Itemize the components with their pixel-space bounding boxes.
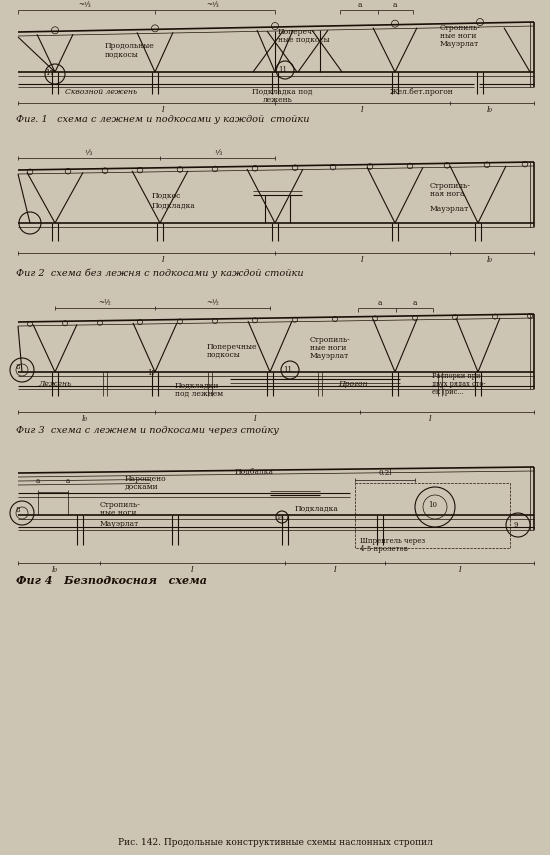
Text: 4-5 пролетов: 4-5 пролетов: [360, 545, 408, 553]
Text: 8: 8: [16, 363, 20, 371]
Text: Нарощено: Нарощено: [125, 475, 167, 483]
Text: Стропиль-: Стропиль-: [310, 336, 351, 344]
Text: Подкладка под: Подкладка под: [252, 88, 312, 96]
Text: Стропиль-: Стропиль-: [440, 24, 481, 32]
Text: Фиг 4   Безподкосная   схема: Фиг 4 Безподкосная схема: [16, 575, 207, 586]
Text: l₀: l₀: [52, 566, 58, 574]
Text: 17: 17: [46, 69, 54, 77]
Text: Подкладка: Подкладка: [295, 505, 339, 513]
Text: ная нога: ная нога: [430, 190, 465, 198]
Text: Мауэрлат: Мауэрлат: [440, 40, 479, 48]
Text: l: l: [361, 106, 364, 114]
Text: подкосы: подкосы: [105, 51, 139, 59]
Text: l: l: [334, 566, 336, 574]
Text: Фиг. 1   схема с лежнем и подкосами у каждой  стойки: Фиг. 1 схема с лежнем и подкосами у кажд…: [16, 115, 310, 124]
Text: ⅓: ⅓: [214, 149, 222, 157]
Text: Стропиль-: Стропиль-: [100, 501, 141, 509]
Text: Мауэрлат: Мауэрлат: [310, 352, 349, 360]
Text: Мауэрлат: Мауэрлат: [100, 520, 139, 528]
Text: l: l: [162, 256, 164, 264]
Text: l₀: l₀: [82, 415, 88, 423]
Text: под лежнем: под лежнем: [175, 390, 223, 398]
Text: 14: 14: [276, 515, 284, 520]
Text: ~½: ~½: [98, 299, 111, 307]
Text: Прогон: Прогон: [338, 380, 367, 388]
Text: Подкос: Подкос: [152, 192, 182, 200]
Text: l₀: l₀: [487, 256, 493, 264]
Text: 11: 11: [278, 66, 288, 74]
Text: a: a: [66, 477, 70, 485]
Text: Подбалка: Подбалка: [235, 468, 274, 476]
Text: 11: 11: [283, 366, 293, 374]
Text: Шпренгель через: Шпренгель через: [360, 537, 425, 545]
Text: ~⅓: ~⅓: [207, 1, 219, 9]
Text: 9: 9: [514, 521, 518, 529]
Text: досками: досками: [125, 483, 158, 491]
Text: ные подкосы: ные подкосы: [278, 36, 329, 44]
Text: 17: 17: [147, 369, 157, 377]
Text: ные ноги: ные ноги: [310, 344, 346, 352]
Text: l: l: [162, 106, 164, 114]
Text: l: l: [361, 256, 364, 264]
Text: l: l: [191, 566, 193, 574]
Text: ные ноги: ные ноги: [100, 509, 136, 517]
Text: Рис. 142. Продольные конструктивные схемы наслонных стропил: Рис. 142. Продольные конструктивные схем…: [118, 838, 432, 847]
Text: двух рядах сто-: двух рядах сто-: [432, 380, 486, 388]
Text: Фиг 3  схема с лежнем и подкосами через стойку: Фиг 3 схема с лежнем и подкосами через с…: [16, 426, 279, 435]
Text: l: l: [428, 415, 431, 423]
Text: Поперечные: Поперечные: [207, 343, 257, 351]
Text: a: a: [36, 477, 40, 485]
Text: Попереч-: Попереч-: [278, 28, 316, 36]
Text: a: a: [358, 1, 362, 9]
Text: a: a: [378, 299, 382, 307]
Bar: [355, 483, 510, 548]
Text: Распорки при-: Распорки при-: [432, 372, 483, 380]
Text: 0.2l: 0.2l: [378, 469, 392, 477]
Text: ⅓: ⅓: [84, 149, 92, 157]
Text: Сквозной лежень: Сквозной лежень: [65, 88, 137, 96]
Text: a: a: [412, 299, 417, 307]
Text: Подкладки: Подкладки: [175, 382, 219, 390]
Text: ~⅓: ~⅓: [79, 1, 91, 9]
Text: l: l: [254, 415, 256, 423]
Text: Стропиль-: Стропиль-: [430, 182, 471, 190]
Text: ~½: ~½: [207, 299, 219, 307]
Text: Лежень: Лежень: [38, 380, 71, 388]
Text: 10: 10: [428, 501, 437, 509]
Text: Мауэрлат: Мауэрлат: [430, 205, 469, 213]
Text: Фиг 2  схема без лежня с подкосами у каждой стойки: Фиг 2 схема без лежня с подкосами у кажд…: [16, 268, 304, 278]
Text: 8: 8: [16, 506, 20, 514]
Text: l: l: [459, 566, 461, 574]
Text: a: a: [393, 1, 397, 9]
Text: подкосы: подкосы: [207, 351, 241, 359]
Text: ек (рис...: ек (рис...: [432, 388, 464, 396]
Text: Подкладка: Подкладка: [152, 202, 196, 210]
Text: Жел.бет.прогон: Жел.бет.прогон: [390, 88, 454, 96]
Text: ные ноги: ные ноги: [440, 32, 476, 40]
Text: l₀: l₀: [487, 106, 493, 114]
Text: лежень: лежень: [263, 96, 293, 104]
Text: Продольные: Продольные: [105, 42, 155, 50]
